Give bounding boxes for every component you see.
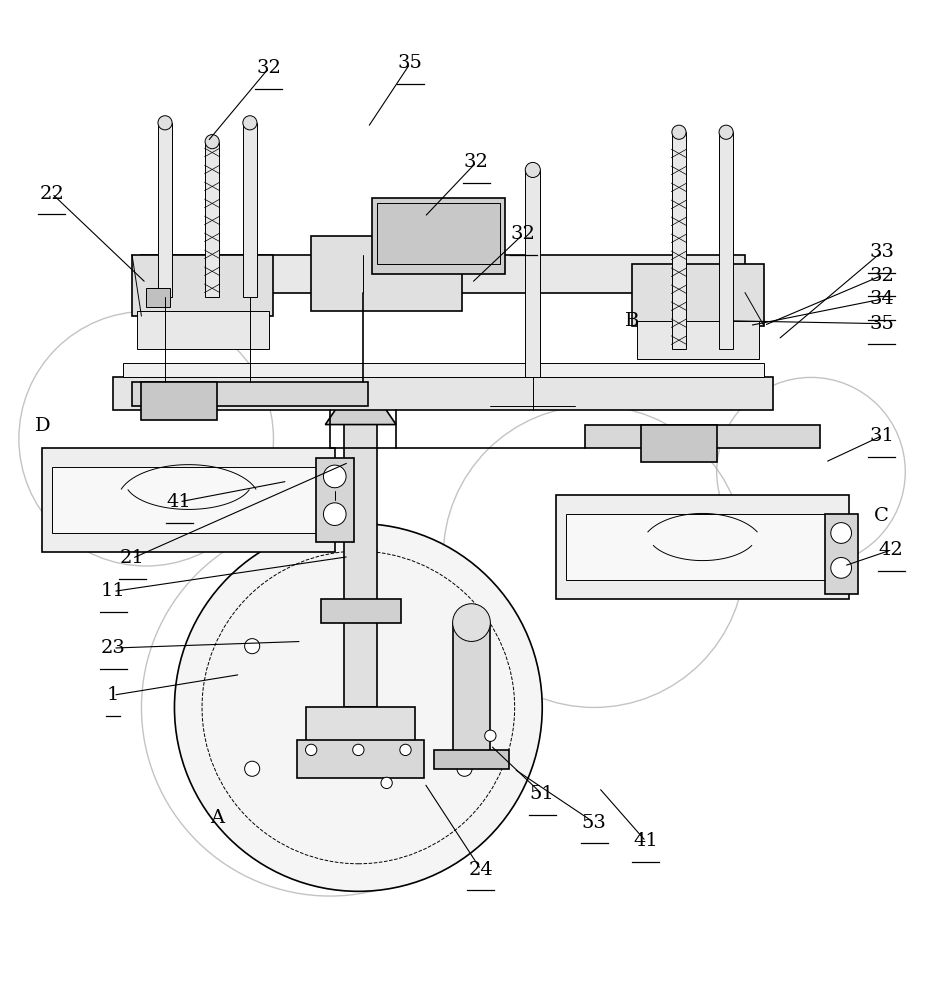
Circle shape — [485, 730, 496, 741]
Bar — [321, 599, 401, 623]
Bar — [720, 132, 734, 349]
Circle shape — [323, 503, 346, 525]
Text: 34: 34 — [869, 290, 894, 308]
Bar — [123, 363, 764, 377]
Circle shape — [353, 744, 364, 756]
Text: B: B — [624, 312, 639, 330]
Polygon shape — [325, 382, 396, 425]
Circle shape — [831, 523, 852, 543]
Text: 32: 32 — [256, 59, 281, 77]
Circle shape — [719, 125, 734, 139]
Text: 11: 11 — [101, 582, 125, 600]
Circle shape — [244, 639, 259, 654]
Text: 33: 33 — [869, 243, 894, 261]
Text: 35: 35 — [869, 315, 894, 333]
Bar — [566, 514, 839, 580]
Bar — [434, 750, 509, 769]
Circle shape — [174, 524, 542, 891]
Text: 35: 35 — [398, 54, 422, 72]
Text: 53: 53 — [582, 814, 606, 832]
Bar — [42, 448, 335, 552]
Bar — [344, 387, 377, 707]
Circle shape — [453, 604, 490, 641]
Circle shape — [381, 777, 392, 789]
Text: 32: 32 — [511, 225, 536, 243]
Circle shape — [831, 558, 852, 578]
Bar — [141, 382, 217, 420]
Text: 41: 41 — [167, 493, 191, 511]
Bar — [316, 458, 354, 542]
Bar — [157, 123, 172, 297]
Text: C: C — [874, 507, 889, 525]
Circle shape — [323, 465, 346, 488]
Bar — [205, 142, 219, 297]
Bar — [137, 311, 269, 349]
Bar — [141, 255, 745, 293]
Circle shape — [306, 744, 317, 756]
Bar — [453, 623, 490, 755]
Text: 41: 41 — [634, 832, 658, 850]
Circle shape — [457, 639, 472, 654]
Bar — [632, 264, 764, 326]
Bar — [52, 467, 325, 533]
Circle shape — [525, 162, 540, 177]
Bar — [637, 321, 759, 359]
Bar — [525, 170, 540, 377]
Text: 24: 24 — [469, 861, 493, 879]
Circle shape — [671, 125, 686, 139]
Bar — [825, 514, 858, 594]
Text: A: A — [210, 809, 223, 827]
Text: 21: 21 — [120, 549, 144, 567]
Text: 22: 22 — [40, 185, 64, 203]
Bar — [556, 495, 849, 599]
Text: 1: 1 — [107, 686, 120, 704]
Text: D: D — [35, 417, 50, 435]
Circle shape — [206, 135, 219, 149]
Bar — [671, 132, 686, 349]
Bar — [243, 123, 256, 297]
Circle shape — [158, 116, 172, 130]
Text: 32: 32 — [869, 267, 894, 285]
Text: 51: 51 — [530, 785, 554, 803]
Circle shape — [243, 116, 256, 130]
Bar — [372, 198, 505, 274]
Bar — [132, 255, 273, 316]
Bar — [146, 288, 170, 307]
Circle shape — [457, 761, 472, 776]
Bar — [377, 203, 500, 264]
Circle shape — [244, 761, 259, 776]
Bar — [311, 236, 462, 311]
Bar — [585, 425, 820, 448]
Bar — [297, 740, 424, 778]
Text: 23: 23 — [101, 639, 125, 657]
Text: 31: 31 — [869, 427, 894, 445]
Bar — [306, 707, 415, 745]
Bar — [641, 425, 717, 462]
Bar — [132, 382, 368, 406]
Text: 32: 32 — [464, 153, 488, 171]
Bar — [113, 377, 773, 410]
Circle shape — [400, 744, 411, 756]
Text: 42: 42 — [879, 541, 903, 559]
